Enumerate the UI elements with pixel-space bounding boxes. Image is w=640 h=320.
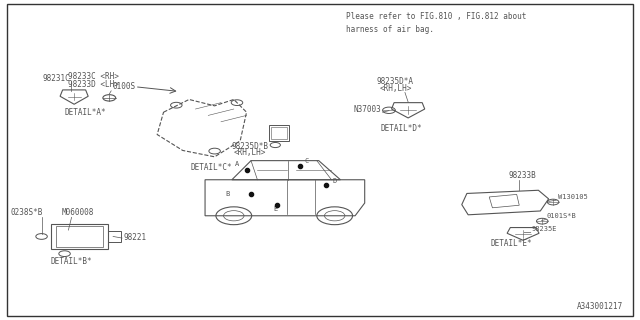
Text: 0100S: 0100S <box>113 82 136 91</box>
Bar <box>108 231 121 242</box>
Text: N37003: N37003 <box>354 105 381 114</box>
Text: 98235D*B: 98235D*B <box>231 142 268 151</box>
Text: DETAIL*D*: DETAIL*D* <box>381 124 422 133</box>
Text: E: E <box>273 206 278 212</box>
Text: DETAIL*C*: DETAIL*C* <box>191 163 232 172</box>
Text: 0101S*B: 0101S*B <box>547 213 577 219</box>
Bar <box>56 226 103 247</box>
Bar <box>269 125 289 141</box>
Text: D: D <box>333 178 337 184</box>
Text: 98235E: 98235E <box>532 226 557 232</box>
Text: 98233C <RH>: 98233C <RH> <box>68 72 118 81</box>
Text: A343001217: A343001217 <box>577 302 623 311</box>
Text: Please refer to FIG.810 , FIG.812 about
harness of air bag.: Please refer to FIG.810 , FIG.812 about … <box>346 12 526 34</box>
Text: 98221: 98221 <box>124 233 147 242</box>
Text: 0238S*B: 0238S*B <box>11 208 44 217</box>
Bar <box>271 126 287 139</box>
Text: C: C <box>305 157 309 164</box>
Text: DETAIL*E*: DETAIL*E* <box>491 239 532 248</box>
Text: W130105: W130105 <box>557 194 588 200</box>
Text: B: B <box>225 191 230 197</box>
Text: <RH,LH>: <RH,LH> <box>380 84 412 92</box>
Text: 98231C: 98231C <box>42 74 70 83</box>
Text: <RH,LH>: <RH,LH> <box>234 148 266 157</box>
Text: M060008: M060008 <box>62 208 94 217</box>
Text: DETAIL*B*: DETAIL*B* <box>51 257 92 266</box>
Text: 98233B: 98233B <box>508 172 536 180</box>
Text: 98233D <LH>: 98233D <LH> <box>68 80 118 89</box>
Text: 98235D*A: 98235D*A <box>376 77 413 86</box>
Text: A: A <box>235 161 239 167</box>
Text: DETAIL*A*: DETAIL*A* <box>65 108 106 117</box>
Bar <box>51 224 108 249</box>
